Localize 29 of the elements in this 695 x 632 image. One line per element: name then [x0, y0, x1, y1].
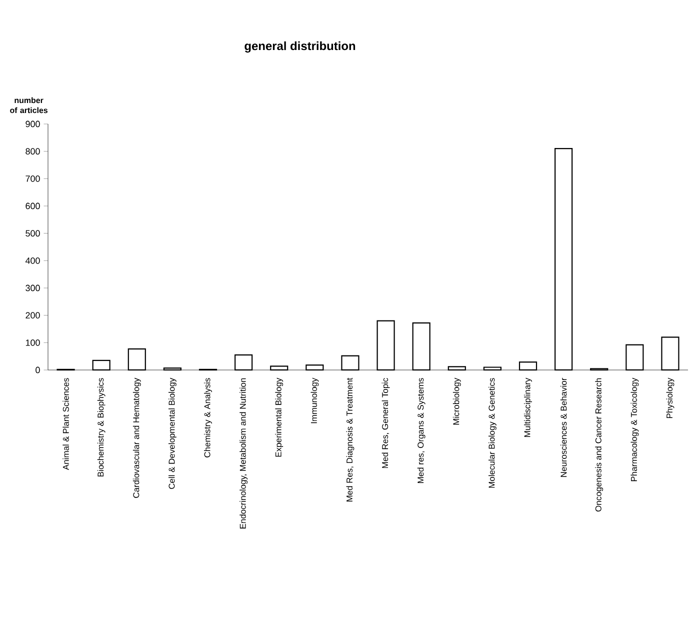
y-tick-label: 600: [26, 202, 40, 210]
x-tick-label: Chemistry & Analysis: [204, 378, 212, 458]
y-tick-label: 500: [26, 230, 40, 236]
x-tick-label: Molecular Biology & Genetics: [488, 378, 496, 488]
y-tick-label: 200: [26, 312, 40, 318]
x-tick-label: Physiology: [666, 378, 674, 418]
x-tick-label: Neurosciences & Behavior: [560, 378, 567, 477]
x-tick-label: Med Res, General Topic: [382, 378, 390, 468]
x-tick-label: Animal & Plant Sciences: [62, 378, 69, 470]
x-tick-label: Med res, Organs & Systems: [417, 378, 426, 483]
y-tick-label: 400: [25, 257, 40, 264]
x-tick-label: Pharmacology & Toxicology: [630, 378, 639, 482]
x-tick-label: Med Res, Diagnosis & Treatment: [346, 378, 354, 502]
y-tick-label: 800: [26, 148, 40, 154]
x-tick-label: Oncogenesis and Cancer Research: [595, 378, 604, 512]
x-tick-label: Multidisciplinary: [524, 378, 532, 437]
x-tick-label: Immunology: [310, 378, 319, 424]
y-tick-label: 100: [26, 339, 40, 346]
y-tick-label: 700: [26, 175, 40, 182]
x-tick-label: Endocrinology, Metabolism and Nutrition: [240, 378, 248, 528]
y-tick-label: 900: [26, 120, 40, 128]
chart-title: general distribution: [244, 41, 356, 53]
x-tick-label: Cell & Developmental Biology: [168, 378, 176, 489]
x-tick-label: Microbiology: [452, 378, 461, 425]
y-tick-label: 300: [26, 284, 40, 292]
x-tick-label: Cardiovascular and Hematology: [132, 378, 141, 498]
x-tick-label: Biochemistry & Biophysics: [97, 378, 106, 476]
x-tick-label: Experimental Biology: [275, 378, 284, 457]
y-tick-label: 0: [36, 366, 40, 374]
